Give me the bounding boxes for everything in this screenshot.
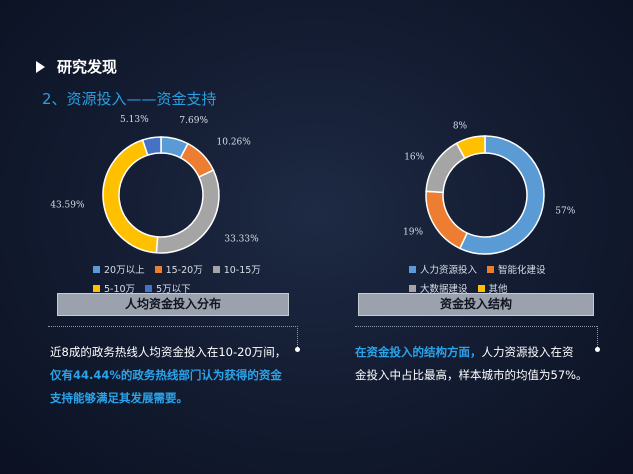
legend-swatch <box>93 265 100 273</box>
donut-slice <box>102 139 159 254</box>
legend-item: 10-15万 <box>212 262 261 276</box>
left-text-line-highlight: 支持能够满足其发展需要。 <box>50 391 188 405</box>
legend-item: 其他 <box>477 281 508 295</box>
legend-label: 5万以下 <box>156 284 191 295</box>
legend-label: 20万以上 <box>104 265 145 276</box>
legend-swatch <box>409 265 416 273</box>
left-text-line: 近8成的政务热线人均资金投入在10-20万间， <box>50 345 287 359</box>
right-chart-caption: 资金投入结构 <box>358 293 594 316</box>
legend-label: 大数据建设 <box>420 284 468 295</box>
legend-swatch <box>93 284 100 292</box>
donut-slice <box>425 142 466 194</box>
donut-slice <box>141 136 162 157</box>
legend-item: 5-10万 <box>93 281 135 295</box>
legend-label: 人力资源投入 <box>420 265 478 276</box>
play-icon <box>36 60 45 73</box>
legend-swatch <box>212 265 220 273</box>
left-legend: 20万以上 15-20万 10-15万 5-10万 5万以下 <box>93 262 261 300</box>
right-text-line: 在资金投入的结构方面，人力资源投入在资 <box>355 341 588 364</box>
left-divider-vertical <box>297 326 298 347</box>
data-label: 7.69% <box>179 116 208 126</box>
data-label: 57% <box>555 207 575 217</box>
right-end-dot <box>595 347 600 352</box>
data-label: 5.13% <box>120 115 149 125</box>
legend-swatch <box>409 284 416 292</box>
donut-slice <box>458 135 545 255</box>
donut-slice <box>455 135 486 160</box>
left-divider <box>48 326 298 327</box>
right-text-highlight: 在资金投入的结构方面， <box>355 345 482 359</box>
legend-item: 大数据建设 <box>409 281 468 295</box>
legend-item: 20万以上 <box>93 262 145 276</box>
legend-swatch <box>477 284 485 292</box>
right-divider <box>355 326 597 327</box>
legend-label: 15-20万 <box>165 265 203 276</box>
data-label: 10.26% <box>217 138 252 148</box>
legend-label: 5-10万 <box>104 284 136 295</box>
left-text-line-highlight: 仅有44.44%的政务热线部门认为获得的资金 <box>50 368 282 382</box>
data-label: 19% <box>403 228 423 238</box>
donut-slice <box>155 169 220 254</box>
page-subtitle: 2、资源投入——资金支持 <box>42 90 217 108</box>
right-legend: 人力资源投入 智能化建设 大数据建设 其他 <box>409 262 546 300</box>
right-text-line: 金投入中占比最高，样本城市的均值为57%。 <box>355 368 588 382</box>
left-end-dot <box>295 347 300 352</box>
right-divider-vertical <box>597 326 598 347</box>
legend-item: 智能化建设 <box>487 262 546 276</box>
data-label: 43.59% <box>50 200 85 210</box>
left-chart-caption: 人均资金投入分布 <box>57 293 289 316</box>
data-label: 16% <box>404 152 424 162</box>
donut-slice <box>425 190 469 250</box>
data-label: 33.33% <box>224 235 259 245</box>
legend-swatch <box>154 265 162 273</box>
legend-item: 15-20万 <box>154 262 203 276</box>
section-header: 研究发现 <box>36 56 117 77</box>
legend-swatch <box>145 284 153 292</box>
left-text-block: 近8成的政务热线人均资金投入在10-20万间， 仅有44.44%的政务热线部门认… <box>50 341 286 410</box>
right-text-block: 在资金投入的结构方面，人力资源投入在资 金投入中占比最高，样本城市的均值为57%… <box>355 341 588 387</box>
legend-swatch <box>487 265 495 273</box>
legend-label: 智能化建设 <box>498 265 546 276</box>
right-text-rest: 人力资源投入在资 <box>481 345 574 359</box>
legend-label: 其他 <box>488 284 508 295</box>
section-title: 研究发现 <box>57 58 118 76</box>
data-label: 8% <box>453 121 468 131</box>
legend-item: 5万以下 <box>145 281 191 295</box>
legend-item: 人力资源投入 <box>409 262 477 276</box>
legend-label: 10-15万 <box>223 265 261 276</box>
